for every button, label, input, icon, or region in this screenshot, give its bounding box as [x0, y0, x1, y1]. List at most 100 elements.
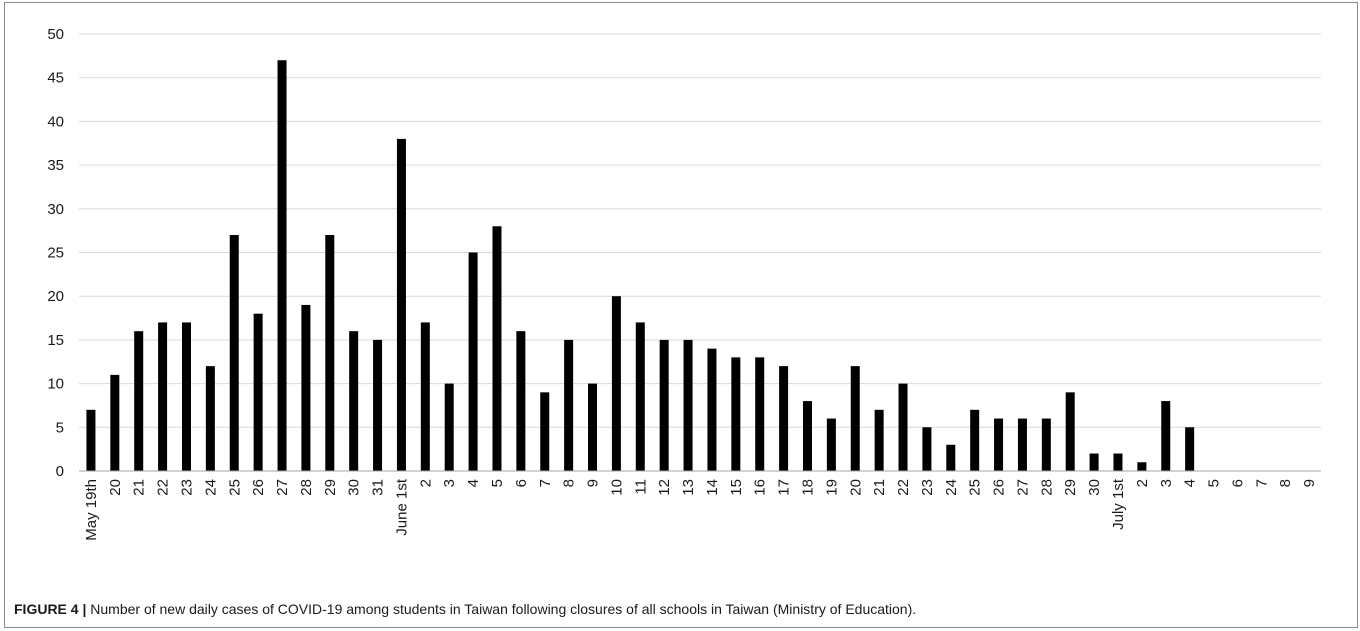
figure-caption: FIGURE 4 | Number of new daily cases of …	[14, 601, 1344, 617]
bar-29	[779, 366, 789, 471]
x-axis-ticks: May 19th 20 21 22 23 24 25 26 27 28 29 30 31 June 1st…	[83, 478, 1318, 541]
bar-24	[659, 339, 669, 471]
x-tick-label-36: 24	[943, 479, 960, 496]
x-tick-label-20: 8	[561, 479, 578, 487]
x-tick-label-4: 23	[178, 479, 195, 496]
x-tick-label-33: 21	[871, 479, 888, 496]
caption-text: Number of new daily cases of COVID-19 am…	[90, 601, 917, 617]
x-tick-label-44: 2	[1134, 479, 1151, 487]
bar-40	[1041, 418, 1051, 471]
bar-2	[134, 331, 144, 471]
y-tick-label-25: 25	[47, 245, 64, 262]
bar-8	[277, 60, 287, 471]
bar-25	[683, 339, 693, 471]
bar-4	[181, 322, 191, 471]
bar-23	[635, 322, 645, 471]
bar-31	[826, 418, 836, 471]
bar-28	[755, 357, 765, 471]
x-tick-label-34: 22	[895, 479, 912, 496]
x-tick-label-13: June 1st	[393, 478, 410, 536]
bar-0	[86, 409, 96, 471]
x-tick-label-47: 5	[1206, 479, 1223, 487]
x-tick-label-31: 19	[823, 479, 840, 496]
bar-41	[1065, 392, 1075, 471]
bar-30	[802, 401, 812, 471]
x-tick-label-39: 27	[1014, 479, 1031, 496]
x-tick-label-38: 26	[991, 479, 1008, 496]
bar-14	[420, 322, 430, 471]
bar-16	[468, 252, 478, 471]
x-tick-label-40: 28	[1038, 479, 1055, 496]
x-tick-label-15: 3	[441, 479, 458, 487]
bar-15	[444, 383, 454, 471]
x-tick-label-43: July 1st	[1110, 478, 1127, 530]
bar-17	[492, 226, 502, 471]
x-tick-label-42: 30	[1086, 479, 1103, 496]
bar-3	[158, 322, 168, 471]
bar-5	[205, 366, 215, 471]
bar-10	[325, 235, 335, 471]
y-tick-label-45: 45	[47, 70, 64, 87]
x-tick-label-17: 5	[489, 479, 506, 487]
x-tick-label-28: 16	[752, 479, 769, 496]
bar-43	[1113, 453, 1123, 471]
bars	[86, 60, 1195, 471]
x-tick-label-9: 28	[298, 479, 315, 496]
x-tick-label-14: 2	[417, 479, 434, 487]
y-tick-label-15: 15	[47, 332, 64, 349]
x-tick-label-32: 20	[847, 479, 864, 496]
x-tick-label-19: 7	[537, 479, 554, 487]
bar-1	[110, 374, 120, 471]
x-tick-label-1: 20	[107, 479, 124, 496]
x-tick-label-10: 29	[322, 479, 339, 496]
bar-37	[970, 409, 980, 471]
x-tick-label-23: 11	[632, 479, 649, 495]
y-tick-label-50: 50	[47, 26, 64, 43]
y-tick-label-40: 40	[47, 113, 64, 130]
figure-frame	[4, 2, 1358, 628]
bar-39	[1017, 418, 1027, 471]
x-tick-label-7: 26	[250, 479, 267, 496]
bar-26	[707, 348, 717, 471]
bar-9	[301, 304, 311, 471]
y-tick-label-10: 10	[47, 376, 64, 393]
x-tick-label-18: 6	[513, 479, 530, 487]
x-tick-label-3: 22	[155, 479, 172, 496]
x-tick-label-51: 9	[1301, 479, 1318, 487]
y-tick-label-30: 30	[47, 201, 64, 218]
x-tick-label-24: 12	[656, 479, 673, 496]
bar-35	[922, 427, 932, 471]
x-tick-label-37: 25	[967, 479, 984, 496]
bar-13	[396, 138, 406, 471]
bar-44	[1137, 462, 1147, 471]
bar-27	[731, 357, 741, 471]
bar-6	[229, 235, 239, 471]
y-tick-label-0: 0	[56, 463, 64, 480]
x-tick-label-48: 6	[1229, 479, 1246, 487]
bar-45	[1161, 401, 1171, 471]
bar-22	[611, 296, 621, 471]
bar-19	[540, 392, 550, 471]
bar-12	[373, 339, 383, 471]
x-tick-label-49: 7	[1253, 479, 1270, 487]
x-tick-label-8: 27	[274, 479, 291, 496]
x-tick-label-25: 13	[680, 479, 697, 496]
x-tick-label-2: 21	[131, 479, 148, 496]
x-tick-label-11: 30	[346, 479, 363, 496]
bar-32	[850, 366, 860, 471]
x-tick-label-35: 23	[919, 479, 936, 496]
bar-42	[1089, 453, 1099, 471]
x-tick-label-45: 3	[1158, 479, 1175, 487]
x-tick-label-29: 17	[776, 479, 793, 496]
x-tick-label-22: 10	[608, 479, 625, 496]
bar-46	[1185, 427, 1195, 471]
x-tick-label-41: 29	[1062, 479, 1079, 496]
x-tick-label-21: 9	[585, 479, 602, 487]
x-tick-label-26: 14	[704, 479, 721, 496]
bar-36	[946, 444, 956, 471]
bar-38	[994, 418, 1004, 471]
x-tick-label-30: 18	[799, 479, 816, 496]
y-tick-label-5: 5	[56, 419, 64, 436]
bar-34	[898, 383, 908, 471]
